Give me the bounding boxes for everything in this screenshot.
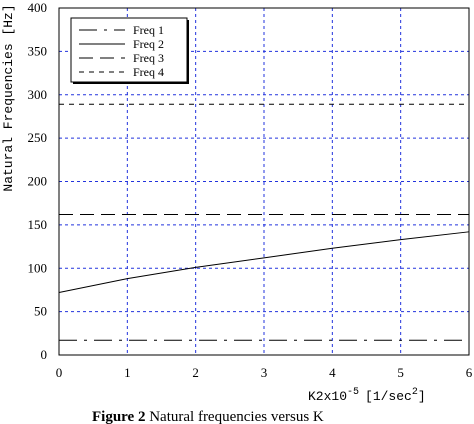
x-tick-label-2: 2 bbox=[192, 365, 199, 380]
legend-label-1: Freq 1 bbox=[133, 23, 164, 37]
legend-label-4: Freq 4 bbox=[133, 65, 164, 79]
x-tick-label-5: 5 bbox=[397, 365, 404, 380]
y-tick-label-8: 400 bbox=[28, 0, 48, 15]
legend-box bbox=[70, 17, 188, 83]
y-tick-label-4: 200 bbox=[28, 174, 48, 189]
x-axis-label-exponent: -5 bbox=[347, 387, 359, 398]
y-axis-label: Natural Frequencies [Hz] bbox=[1, 4, 16, 191]
x-tick-labels: 0 1 2 3 4 5 6 bbox=[56, 365, 473, 380]
series-line-2 bbox=[58, 231, 470, 294]
y-tick-label-5: 250 bbox=[28, 130, 48, 145]
x-axis-label-unit: [1/sec bbox=[365, 389, 412, 404]
y-tick-label-6: 300 bbox=[28, 87, 48, 102]
x-tick-label-3: 3 bbox=[261, 365, 268, 380]
caption-label: Figure 2 bbox=[92, 409, 145, 424]
y-tick-label-1: 50 bbox=[34, 304, 47, 319]
y-tick-label-3: 150 bbox=[28, 217, 48, 232]
x-tick-label-1: 1 bbox=[124, 365, 131, 380]
x-axis-label-unit-exponent: 2 bbox=[412, 387, 418, 398]
x-tick-label-0: 0 bbox=[56, 365, 63, 380]
x-axis-label: K2x10-5 [1/sec2] bbox=[308, 387, 426, 404]
x-tick-label-6: 6 bbox=[466, 365, 473, 380]
grid-lines bbox=[59, 8, 469, 355]
y-tick-labels: 0 50 100 150 200 250 300 350 400 bbox=[28, 0, 48, 362]
plot-frame bbox=[58, 7, 470, 356]
legend-label-2: Freq 2 bbox=[133, 37, 164, 51]
y-tick-label-0: 0 bbox=[41, 347, 48, 362]
x-axis-label-unit-close: ] bbox=[418, 389, 426, 404]
y-tick-label-2: 100 bbox=[28, 260, 48, 275]
caption-text: Natural frequencies versus K bbox=[145, 409, 323, 424]
figure-caption: Figure 2 Natural frequencies versus K bbox=[92, 409, 324, 424]
series-group bbox=[58, 103, 470, 341]
y-tick-label-7: 350 bbox=[28, 43, 48, 58]
x-tick-label-4: 4 bbox=[329, 365, 336, 380]
legend-label-3: Freq 3 bbox=[133, 51, 164, 65]
x-axis-label-main: K2x10 bbox=[308, 389, 347, 404]
